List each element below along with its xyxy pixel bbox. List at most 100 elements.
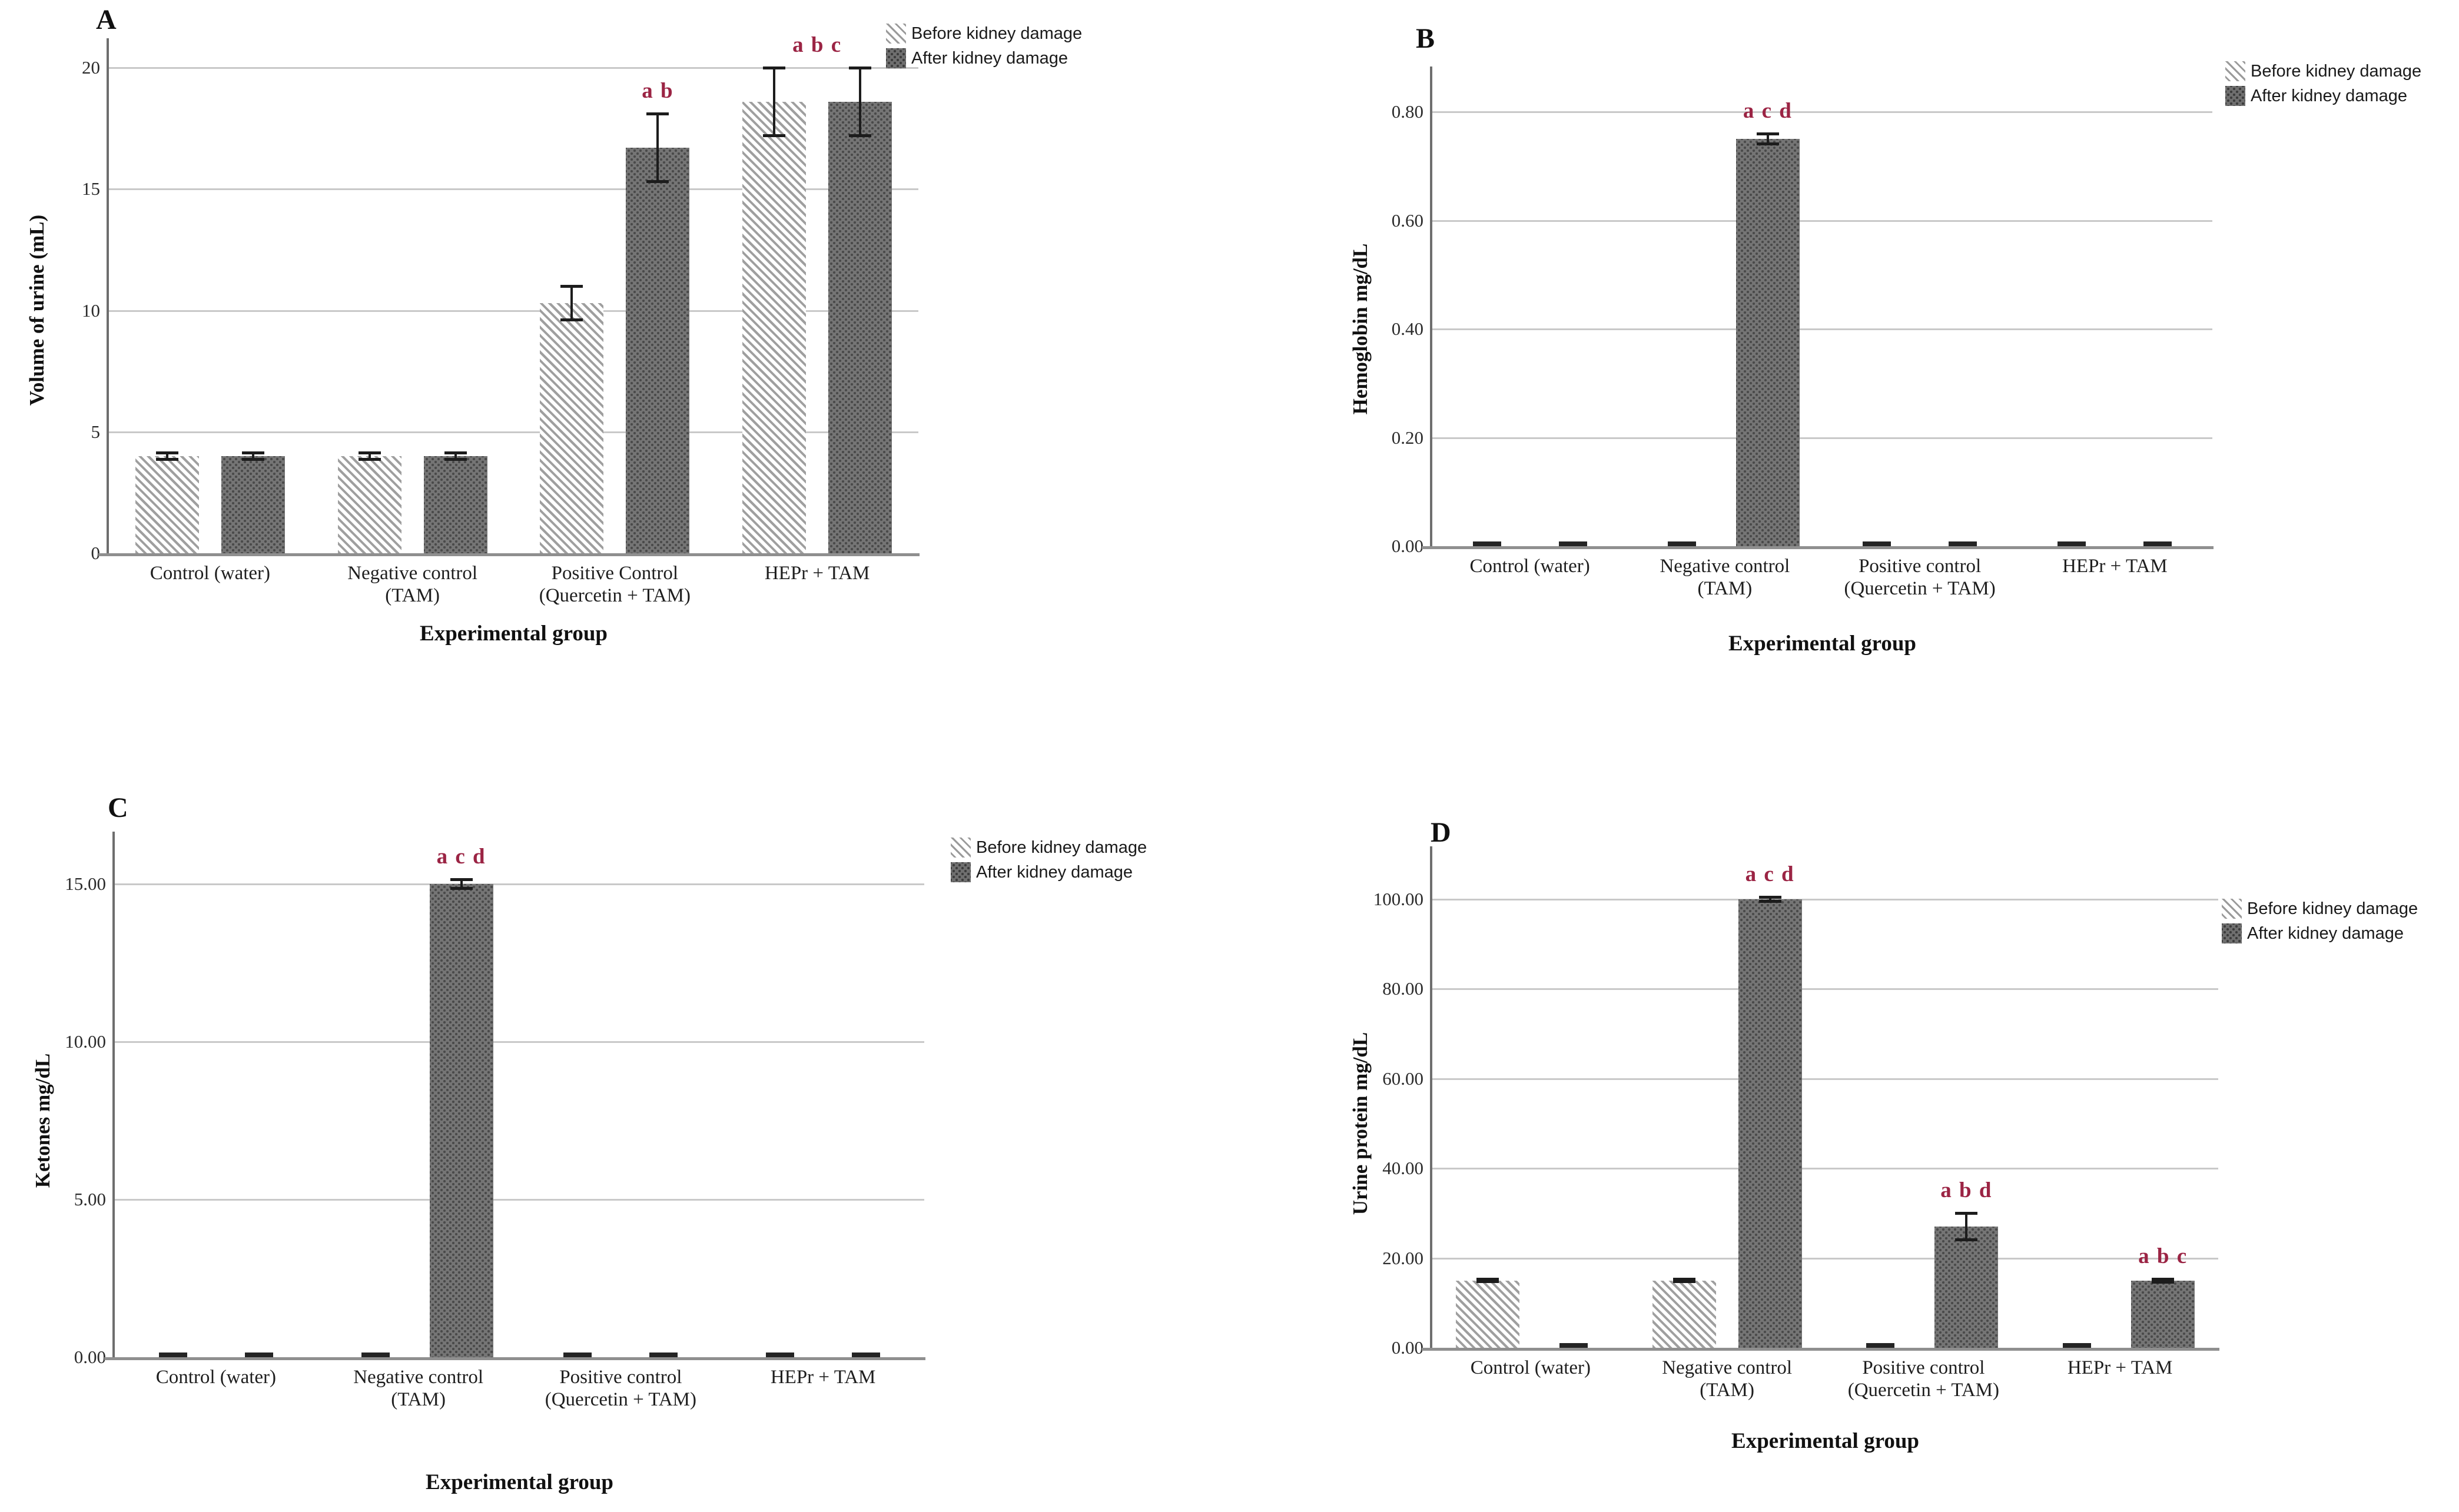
y-axis-line (107, 38, 109, 555)
x-category-label: Control (water) (1469, 556, 1590, 577)
y-tick-label: 80.00 (1382, 978, 1423, 999)
after-kidney-damage-swatch-icon (2225, 86, 2245, 106)
near-zero-bar (158, 1353, 187, 1357)
legend: Before kidney damage After kidney damage (2222, 896, 2418, 946)
y-tick-label: 0.00 (74, 1347, 106, 1367)
x-category-label: Positive Control (Quercetin + TAM) (539, 563, 691, 606)
error-bar-line (656, 114, 659, 182)
x-category-label: HEPr + TAM (2062, 556, 2168, 577)
bar-before-damage (135, 456, 199, 553)
near-zero-bar (2063, 1343, 2092, 1348)
near-zero-bar (2058, 541, 2086, 546)
significance-annotation: a b c (2138, 1244, 2188, 1268)
y-axis-line (1430, 67, 1432, 548)
error-bar-cap (849, 67, 872, 69)
y-tick-label: 0.20 (1391, 427, 1423, 448)
error-bar-cap (1758, 896, 1781, 899)
x-category-label: Control (water) (155, 1367, 277, 1388)
plot-area: 0.00 5.00 10.00 15.00 Control (water) Negativ… (0, 756, 1229, 1512)
error-bar-line (454, 452, 457, 460)
legend-item-after: After kidney damage (886, 46, 1082, 71)
bar-after-damage (423, 456, 487, 553)
significance-annotation: a b (642, 79, 674, 104)
near-zero-bar (1559, 1343, 1588, 1348)
gridline (1432, 1257, 2218, 1260)
panel-label-D: D (1431, 817, 1451, 848)
x-category-label: Negative control (TAM) (1662, 1357, 1793, 1401)
x-axis-line (1422, 1348, 2219, 1351)
error-bar-cap (1476, 1280, 1499, 1283)
gridline (109, 310, 918, 312)
gridline (115, 1041, 924, 1043)
gridline (1432, 899, 2218, 900)
y-tick-label: 0.80 (1391, 101, 1423, 122)
y-tick-label: 60.00 (1382, 1068, 1423, 1089)
plot-area: 0 5 10 15 20 Control (water) Negative control … (0, 0, 1229, 756)
near-zero-bar (244, 1353, 273, 1357)
bar-after-damage (1735, 139, 1800, 546)
bar-after-damage (429, 884, 493, 1357)
legend-label: After kidney damage (2251, 86, 2407, 105)
error-bar-cap (1672, 1280, 1695, 1283)
x-axis-title: Experimental group (426, 1470, 613, 1494)
x-category-label: Positive control (Quercetin + TAM) (545, 1367, 697, 1410)
legend-item-after: After kidney damage (2222, 921, 2418, 946)
error-bar-line (2162, 1278, 2165, 1282)
gridline (1432, 220, 2212, 222)
error-bar-cap (849, 134, 872, 137)
x-axis-line (98, 553, 920, 556)
gridline (1432, 1168, 2218, 1170)
legend-label: After kidney damage (976, 862, 1133, 882)
y-tick-label: 15 (82, 178, 100, 200)
bar-before-damage (742, 101, 807, 553)
gridline (1432, 1078, 2218, 1080)
legend-item-after: After kidney damage (951, 860, 1147, 885)
gridline (1432, 437, 2212, 439)
error-bar-cap (646, 180, 669, 183)
y-tick-label: 5 (91, 421, 101, 442)
gridline (1432, 111, 2212, 113)
legend-item-before: Before kidney damage (886, 21, 1082, 46)
error-bar-cap (444, 458, 467, 461)
error-bar-line (460, 879, 463, 889)
panel-B: B Hemoglobin mg/dL 0.00 0.20 0.40 0.60 0.80 C… (1229, 0, 2458, 756)
error-bar-cap (763, 134, 786, 137)
error-bar-cap (155, 451, 178, 454)
error-bar-cap (241, 451, 264, 454)
error-bar-line (165, 452, 168, 460)
legend: Before kidney damage After kidney damage (886, 21, 1082, 71)
x-axis-title: Experimental group (1731, 1429, 1919, 1453)
gridline (109, 67, 918, 69)
legend-label: Before kidney damage (976, 838, 1147, 857)
plot-area: 0.00 20.00 40.00 60.00 80.00 100.00 Control (w… (1229, 756, 2458, 1512)
legend-label: Before kidney damage (911, 24, 1083, 43)
gridline (115, 883, 924, 885)
legend-item-before: Before kidney damage (2222, 896, 2418, 921)
x-category-label: Positive control (Quercetin + TAM) (1847, 1357, 2000, 1401)
before-kidney-damage-swatch-icon (951, 838, 971, 858)
y-tick-label: 10 (82, 300, 100, 321)
y-tick-label: 15.00 (65, 873, 106, 894)
x-axis-line (1422, 546, 2214, 549)
x-category-label: HEPr + TAM (764, 563, 870, 584)
significance-annotation: a c d (436, 844, 486, 869)
panel-C: C Ketones mg/dL 0.00 5.00 10.00 15.00 Contro… (0, 756, 1229, 1512)
legend-label: Before kidney damage (2251, 61, 2422, 81)
gridline (109, 431, 918, 433)
significance-annotation: a b d (1940, 1178, 1993, 1203)
near-zero-bar (2143, 541, 2172, 546)
legend-item-after: After kidney damage (2225, 84, 2421, 108)
error-bar-cap (241, 458, 264, 461)
near-zero-bar (563, 1353, 592, 1357)
error-bar-cap (450, 887, 473, 890)
x-category-label: HEPr + TAM (2067, 1357, 2173, 1378)
x-category-label: Control (water) (150, 563, 271, 584)
error-bar-cap (155, 458, 178, 461)
legend-label: Before kidney damage (2247, 899, 2418, 918)
error-bar-cap (1758, 899, 1781, 903)
error-bar-line (859, 68, 862, 136)
after-kidney-damage-swatch-icon (886, 48, 906, 68)
error-bar-line (1766, 133, 1769, 145)
gridline (1432, 328, 2212, 330)
error-bar-cap (763, 67, 786, 69)
